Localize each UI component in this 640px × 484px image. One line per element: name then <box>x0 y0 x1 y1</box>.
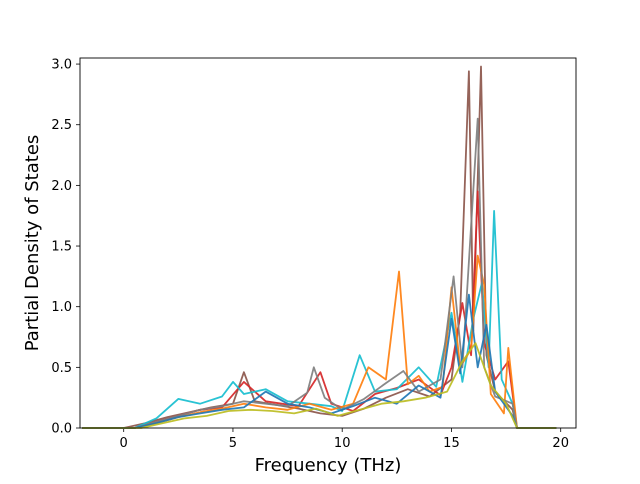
y-axis-label: Partial Density of States <box>22 135 43 352</box>
y-tick-label: 0.5 <box>51 361 72 376</box>
plot-frame <box>79 57 577 429</box>
x-axis-label: Frequency (THz) <box>255 455 402 476</box>
series-line-4 <box>82 254 557 429</box>
x-tick-label: 0 <box>120 436 128 451</box>
series-line-5 <box>82 117 557 429</box>
x-tick-label: 5 <box>229 436 237 451</box>
y-tick-label: 3.0 <box>51 58 72 73</box>
y-tick-label: 0.0 <box>51 422 72 437</box>
series-line-3 <box>82 210 557 429</box>
y-tick-label: 1.5 <box>51 240 72 255</box>
x-tick-label: 20 <box>552 436 569 451</box>
y-axis-ticks: 0.0 0.5 1.0 1.5 2.0 2.5 3.0 <box>51 58 80 437</box>
x-axis-ticks: 0 5 10 15 20 <box>120 428 569 451</box>
series-lines <box>82 65 557 429</box>
series-line-7 <box>82 342 557 429</box>
y-tick-label: 1.0 <box>51 300 72 315</box>
y-tick-label: 2.5 <box>51 118 72 133</box>
series-line-6 <box>82 293 557 429</box>
x-tick-label: 15 <box>443 436 460 451</box>
x-tick-label: 10 <box>334 436 351 451</box>
y-tick-label: 2.0 <box>51 179 72 194</box>
